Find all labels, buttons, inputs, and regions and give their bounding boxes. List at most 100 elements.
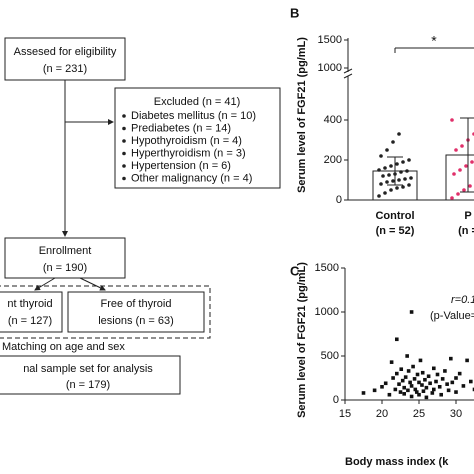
data-point [380, 385, 384, 389]
data-point [409, 176, 413, 180]
bullet [122, 126, 126, 131]
data-point [395, 186, 399, 190]
x-tick-label: 20 [376, 408, 388, 420]
y-tick-label: 1000 [315, 306, 339, 318]
annotation: (p-Value= [430, 310, 474, 322]
dashed-group [0, 285, 211, 339]
data-point [399, 170, 403, 174]
node-box [4, 237, 126, 279]
data-point [465, 358, 469, 363]
data-point [417, 392, 421, 397]
node-item: Diabetes mellitus (n = 10) [131, 110, 256, 122]
data-point [406, 388, 410, 393]
data-point [470, 160, 474, 164]
data-point [426, 374, 431, 379]
data-point [401, 185, 405, 189]
data-point [399, 367, 404, 371]
data-point [391, 376, 395, 380]
y-tick-label: 1500 [315, 262, 339, 274]
x-tick-label: 25 [413, 408, 425, 420]
node-text: nal sample set for analysis [23, 363, 153, 375]
data-point [454, 390, 458, 394]
data-point [423, 377, 427, 382]
data-point [387, 173, 391, 177]
data-point [395, 371, 399, 376]
y-tick-label: 0 [333, 394, 339, 406]
node-box [4, 37, 126, 81]
data-point [472, 387, 474, 392]
data-point [381, 174, 385, 178]
data-point [407, 183, 411, 187]
data-point [411, 364, 415, 369]
data-point [450, 118, 454, 122]
data-point [435, 372, 440, 377]
axis-break [343, 68, 353, 74]
node-item: Prediabetes (n = 14) [131, 122, 231, 134]
data-point [460, 144, 464, 148]
node-text: (n = 231) [43, 63, 87, 75]
data-point [383, 191, 387, 195]
y-tick-label: 400 [324, 114, 342, 126]
data-point [449, 356, 453, 361]
data-point [434, 379, 438, 384]
node-text: Assesed for eligibility [14, 46, 117, 58]
node-text: Enrollment [39, 245, 92, 257]
data-point [407, 158, 411, 162]
data-point [397, 132, 401, 136]
data-point [385, 180, 389, 184]
data-point [391, 179, 395, 183]
data-point [377, 194, 381, 198]
data-point [420, 370, 425, 375]
data-point [469, 379, 473, 384]
data-point [408, 380, 412, 385]
data-point [401, 160, 405, 164]
node-text: (n = 190) [43, 262, 87, 274]
y-tick-label: 500 [321, 350, 339, 362]
data-point [440, 377, 445, 381]
data-point [454, 148, 458, 152]
data-point [458, 168, 462, 172]
data-point [387, 392, 392, 397]
bullet [122, 139, 126, 143]
data-point [385, 148, 389, 152]
data-point [409, 310, 414, 314]
data-point [379, 154, 383, 158]
x-sublabel: (n = 52) [376, 225, 415, 237]
data-point [409, 384, 414, 388]
data-point [383, 166, 387, 170]
data-point [445, 382, 449, 386]
data-point [420, 383, 424, 387]
data-point [397, 382, 401, 386]
data-point [403, 375, 408, 379]
data-point [389, 360, 394, 364]
data-point [361, 391, 366, 395]
node-box [0, 355, 181, 395]
data-point [418, 358, 423, 363]
bullet [122, 164, 126, 168]
data-point [464, 164, 468, 168]
x-tick-label: 15 [339, 408, 351, 420]
node-text: (n = 127) [8, 315, 52, 327]
data-point [409, 394, 414, 399]
data-point [389, 164, 393, 168]
node-item: Hypertension (n = 6) [131, 160, 231, 172]
data-point [443, 369, 447, 373]
data-point [379, 182, 383, 186]
data-point [421, 389, 426, 393]
node-text: Free of thyroid [101, 298, 172, 310]
data-point [414, 390, 419, 394]
data-point [405, 169, 409, 173]
y-tick-label: 0 [336, 194, 342, 206]
node-text: nt thyroid [7, 298, 52, 310]
x-tick-label: P [464, 210, 471, 222]
data-point [400, 378, 405, 383]
data-point [412, 377, 417, 381]
y-tick-label: 1000 [318, 62, 342, 74]
data-point [432, 387, 436, 392]
node-box [114, 87, 281, 189]
data-point [377, 168, 381, 172]
data-point [452, 172, 456, 176]
panel-label: B [290, 5, 299, 20]
node-box [0, 291, 63, 333]
